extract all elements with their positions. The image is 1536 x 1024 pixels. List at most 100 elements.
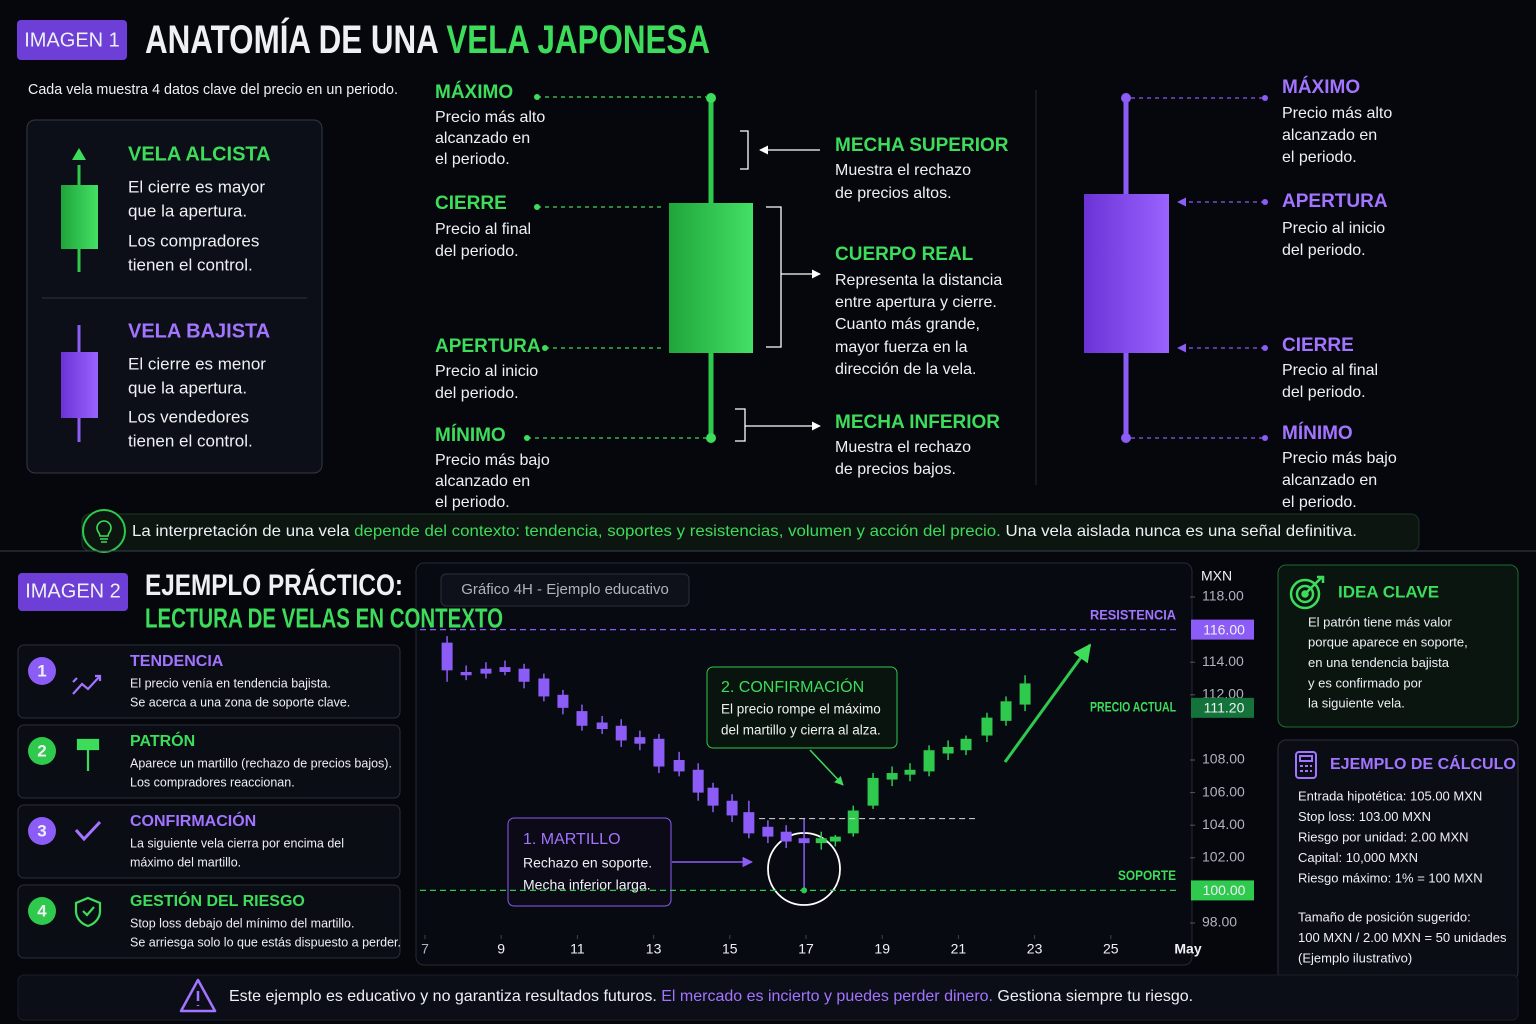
x-tick-label: 19 (874, 941, 890, 957)
text-part: Una vela aislada nunca es una señal defi… (1001, 523, 1357, 540)
candle-body (653, 738, 665, 767)
price-tag-label: 111.20 (1204, 700, 1245, 716)
body-text: dirección de la vela. (835, 361, 976, 378)
price-tag (1191, 619, 1254, 640)
heading: MÁXIMO (1282, 76, 1360, 98)
y-tick-label: 102.00 (1202, 849, 1245, 865)
candle-body (707, 787, 719, 806)
body-text: Precio más alto (1282, 105, 1392, 122)
dot (706, 93, 716, 103)
annotation-title: 1. MARTILLO (523, 831, 621, 848)
dot (706, 433, 716, 443)
subtitle: Cada vela muestra 4 datos clave del prec… (28, 81, 398, 98)
badge-label: IMAGEN 2 (25, 580, 121, 602)
candle-body (1019, 683, 1031, 705)
body-text: el periodo. (1282, 149, 1357, 166)
step-text: Aparece un martillo (rechazo de precios … (130, 756, 392, 770)
candle-body (886, 773, 898, 780)
candle-body (61, 352, 98, 418)
body-text: Precio al inicio (1282, 220, 1385, 237)
candle-body (829, 836, 841, 842)
annotation-box (706, 666, 898, 749)
step-title: CONFIRMACIÓN (130, 811, 256, 830)
x-tick-label: 13 (646, 941, 662, 957)
step-badge (28, 737, 56, 765)
candle-body (538, 678, 550, 697)
y-tick-label: 118.00 (1202, 588, 1244, 604)
candle-body (762, 826, 774, 837)
step-box (17, 644, 401, 719)
up-arrow (72, 148, 86, 160)
text-part: El mercado es incierto y puedes perder d… (661, 988, 993, 1005)
price-tag (1191, 697, 1254, 718)
bracket (740, 130, 749, 170)
body-text: Precio al final (435, 221, 531, 238)
body-text: Los vendedores (128, 407, 249, 426)
text-part: Gestiona siempre tu riesgo. (993, 988, 1193, 1005)
body-text: alcanzado en (435, 130, 530, 147)
idea-box (1277, 564, 1519, 728)
heading: APERTURA (1282, 191, 1388, 212)
arrow (809, 749, 844, 786)
level-label: PRECIO ACTUAL (1090, 699, 1176, 715)
heading: MECHA SUPERIOR (835, 135, 1009, 156)
step-number: 4 (37, 901, 47, 920)
body-text: que la apertura. (128, 378, 247, 397)
calc-text: Riesgo máximo: 1% = 100 MXN (1298, 870, 1483, 885)
body-text: del periodo. (1282, 384, 1366, 401)
heading: MÁXIMO (435, 81, 513, 103)
tip-text: La interpretación de una vela depende de… (132, 523, 1357, 540)
candle-body (798, 838, 810, 844)
y-tick-label: 112.00 (1202, 686, 1244, 702)
body-text: del periodo. (435, 385, 519, 402)
candle-body (867, 777, 879, 806)
body-text: Representa la distancia (835, 272, 1002, 289)
y-tick-label: 106.00 (1202, 783, 1245, 799)
x-tick-label: 7 (421, 941, 429, 957)
chart-title: Gráfico 4H - Ejemplo educativo (461, 581, 669, 598)
annotation-text: Rechazo en soporte. (523, 855, 652, 871)
level-label: SOPORTE (1118, 867, 1176, 883)
candle-body (780, 831, 792, 842)
y-tick-label: 104.00 (1202, 816, 1245, 832)
badge (17, 20, 127, 60)
warning-icon (179, 978, 217, 1013)
candle-body (923, 750, 935, 772)
step-text: máximo del martillo. (130, 855, 241, 869)
step-badge (28, 817, 56, 845)
body-text: Los compradores (128, 231, 259, 250)
candle-body (1000, 701, 1012, 721)
candle-body (499, 667, 511, 672)
calc-title: EJEMPLO DE CÁLCULO (1330, 754, 1516, 773)
hammer-low-dot (801, 887, 808, 894)
step-number: 2 (37, 741, 46, 760)
body-text: alcanzado en (1282, 127, 1377, 144)
x-tick-label: 21 (951, 941, 967, 957)
candle-body (960, 738, 972, 751)
step-title: GESTIÓN DEL RIESGO (130, 891, 305, 910)
shield-icon (74, 896, 102, 928)
bracket (735, 408, 746, 442)
green-candle-diagram (524, 93, 821, 443)
candle-body (518, 668, 530, 682)
step-text: Se acerca a una zona de soporte clave. (130, 695, 350, 709)
y-tick-label: 114.00 (1202, 653, 1244, 669)
body-text: de precios altos. (835, 185, 952, 202)
calc-result: (Ejemplo ilustrativo) (1298, 950, 1412, 965)
annotation-text: del martillo y cierra al alza. (721, 723, 881, 738)
idea-text: El patrón tiene más valor (1308, 614, 1452, 629)
body-text: alcanzado en (1282, 472, 1377, 489)
heading: CIERRE (1282, 335, 1354, 356)
body-text: alcanzado en (435, 473, 530, 490)
trend-icon (72, 674, 102, 695)
body-text: mayor fuerza en la (835, 339, 968, 356)
body-text: entre apertura y cierre. (835, 294, 997, 311)
body-text: El cierre es menor (128, 354, 266, 373)
legend-box (26, 119, 323, 474)
body-text: Precio al final (1282, 362, 1378, 379)
step-number: 3 (37, 821, 46, 840)
text-part: VELA JAPONESA (446, 18, 710, 62)
body-text: el periodo. (435, 494, 510, 511)
heading: MÍNIMO (1282, 422, 1353, 444)
calculator-icon (1295, 751, 1317, 779)
